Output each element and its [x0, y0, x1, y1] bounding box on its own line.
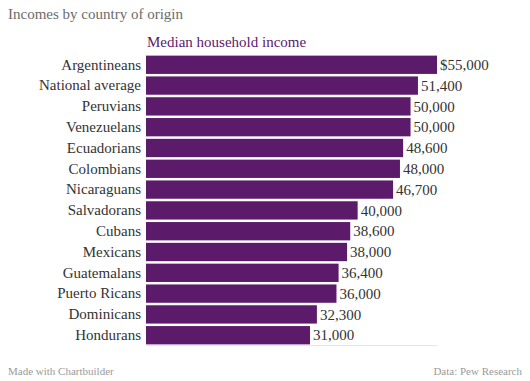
data-label: 50,000	[414, 99, 455, 115]
data-label: 32,300	[320, 307, 361, 323]
bar	[146, 56, 437, 74]
bar	[146, 326, 310, 344]
data-label: 36,400	[342, 265, 383, 281]
y-tick-label: Peruvians	[82, 98, 141, 114]
data-label: 38,000	[350, 244, 391, 260]
y-tick-label: Nicaraguans	[66, 181, 141, 197]
y-tick: Dominicans	[69, 306, 142, 322]
x-axis-line	[147, 345, 438, 346]
y-tick-label: Argentineans	[61, 57, 141, 73]
bar	[146, 201, 358, 219]
data-label: 51,400	[421, 78, 462, 94]
y-tick: Guatemalans	[63, 265, 141, 281]
subtitle: Median household income	[147, 34, 306, 50]
bar	[146, 118, 411, 136]
y-tick-label: National average	[39, 77, 141, 93]
bar	[146, 97, 411, 115]
chart: Incomes by country of origin Median house…	[0, 0, 530, 381]
bar	[146, 180, 393, 198]
data-label: $55,000	[440, 57, 489, 73]
y-tick-label: Salvadorans	[68, 202, 141, 218]
data-label: 40,000	[361, 203, 402, 219]
bar	[146, 160, 400, 178]
credit: Made with Chartbuilder	[8, 365, 114, 377]
data-label: 48,600	[406, 140, 447, 156]
data-label: 38,600	[353, 223, 394, 239]
y-tick-label: Puerto Ricans	[57, 285, 141, 301]
bars	[146, 56, 437, 345]
y-tick: Ecuadorians	[67, 140, 141, 156]
y-tick-label: Ecuadorians	[67, 140, 141, 156]
y-tick: Mexicans	[83, 244, 141, 260]
y-tick: Hondurans	[75, 327, 141, 343]
data-label: 46,700	[396, 182, 437, 198]
y-tick-label: Venezuelans	[66, 119, 141, 135]
bar	[146, 76, 418, 94]
y-tick: Argentineans	[61, 57, 141, 73]
y-tick: Cubans	[96, 223, 141, 239]
y-tick-label: Cubans	[96, 223, 141, 239]
bar	[146, 264, 339, 282]
y-tick: Nicaraguans	[66, 181, 141, 197]
y-tick: Puerto Ricans	[57, 285, 141, 301]
bar	[146, 139, 403, 157]
y-tick-label: Dominicans	[69, 306, 142, 322]
data-label: 36,000	[339, 286, 380, 302]
y-axis-line	[141, 56, 142, 346]
x-axis	[147, 345, 438, 346]
y-tick: Peruvians	[82, 98, 141, 114]
y-tick: Venezuelans	[66, 119, 141, 135]
bar	[146, 284, 336, 302]
y-tick: Colombians	[68, 161, 141, 177]
y-tick: Salvadorans	[68, 202, 141, 218]
data-labels: $55,000 51,400 50,000 50,000 48,600 48,000 46,…	[313, 57, 489, 343]
y-axis: Argentineans National average Peruvians Ven…	[39, 56, 142, 346]
data-label: 48,000	[403, 161, 444, 177]
bar	[146, 243, 347, 261]
y-tick: National average	[39, 77, 141, 93]
y-tick-label: Colombians	[68, 161, 141, 177]
bar	[146, 222, 350, 240]
data-label: 31,000	[313, 327, 354, 343]
data-label: 50,000	[414, 119, 455, 135]
source: Data: Pew Research	[433, 365, 522, 377]
bar	[146, 305, 317, 323]
y-tick-label: Mexicans	[83, 244, 141, 260]
y-tick-label: Guatemalans	[63, 265, 141, 281]
title: Incomes by country of origin	[8, 6, 183, 22]
y-tick-label: Hondurans	[75, 327, 141, 343]
